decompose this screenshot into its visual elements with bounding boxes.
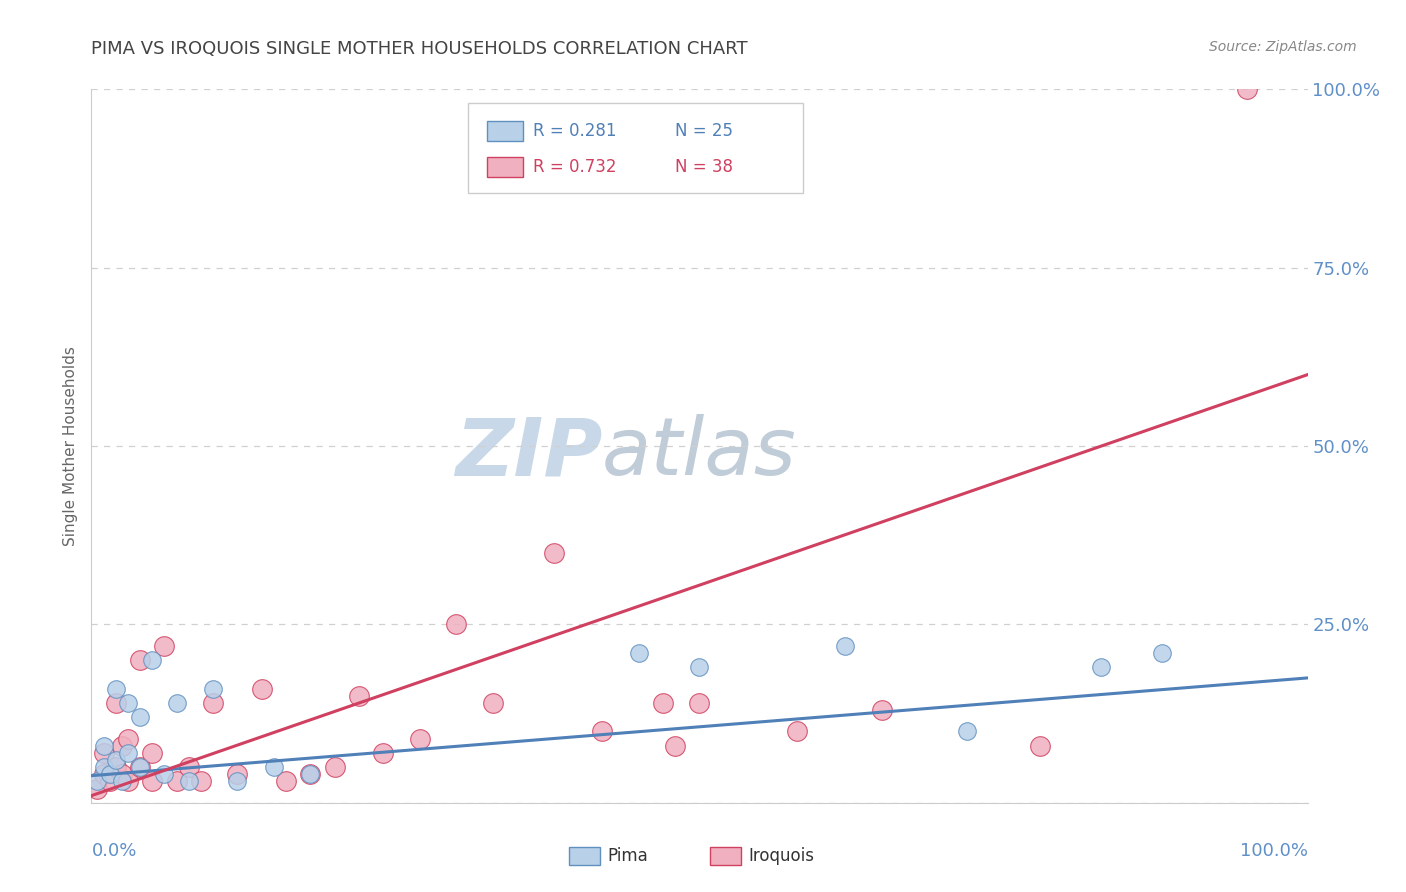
Point — [129, 760, 152, 774]
Point — [627, 646, 650, 660]
Point — [1029, 739, 1052, 753]
Text: R = 0.732: R = 0.732 — [533, 158, 616, 176]
Point — [274, 774, 297, 789]
Point — [111, 767, 134, 781]
Point — [153, 767, 176, 781]
Point — [117, 774, 139, 789]
Point — [202, 696, 225, 710]
Point — [166, 696, 188, 710]
Point — [129, 710, 152, 724]
Point — [129, 653, 152, 667]
Point — [543, 546, 565, 560]
Point — [86, 774, 108, 789]
Point — [141, 774, 163, 789]
Point — [98, 774, 121, 789]
Point — [956, 724, 979, 739]
Point — [444, 617, 467, 632]
Point — [104, 760, 127, 774]
Point — [323, 760, 346, 774]
Text: Iroquois: Iroquois — [748, 847, 814, 865]
Point — [409, 731, 432, 746]
Point — [93, 767, 115, 781]
Point — [93, 746, 115, 760]
Point — [98, 767, 121, 781]
Point — [786, 724, 808, 739]
Point — [688, 660, 710, 674]
Point — [226, 774, 249, 789]
Text: N = 25: N = 25 — [675, 122, 733, 140]
Point — [117, 746, 139, 760]
Text: N = 38: N = 38 — [675, 158, 733, 176]
FancyBboxPatch shape — [486, 121, 523, 141]
Point — [166, 774, 188, 789]
Point — [1150, 646, 1173, 660]
Text: PIMA VS IROQUOIS SINGLE MOTHER HOUSEHOLDS CORRELATION CHART: PIMA VS IROQUOIS SINGLE MOTHER HOUSEHOLD… — [91, 40, 748, 58]
Text: atlas: atlas — [602, 414, 797, 492]
Point — [117, 731, 139, 746]
Point — [347, 689, 370, 703]
Point — [117, 696, 139, 710]
Point — [226, 767, 249, 781]
Point — [870, 703, 893, 717]
Text: ZIP: ZIP — [454, 414, 602, 492]
Text: 0.0%: 0.0% — [91, 842, 136, 860]
Point — [93, 739, 115, 753]
Point — [111, 739, 134, 753]
Point — [263, 760, 285, 774]
Text: R = 0.281: R = 0.281 — [533, 122, 616, 140]
FancyBboxPatch shape — [468, 103, 803, 193]
Point — [141, 653, 163, 667]
Y-axis label: Single Mother Households: Single Mother Households — [63, 346, 79, 546]
Point — [1090, 660, 1112, 674]
Point — [373, 746, 395, 760]
Point — [591, 724, 613, 739]
Point — [652, 696, 675, 710]
Point — [177, 774, 200, 789]
Point — [834, 639, 856, 653]
Point — [688, 696, 710, 710]
Point — [481, 696, 503, 710]
Point — [299, 767, 322, 781]
Point — [153, 639, 176, 653]
Text: Source: ZipAtlas.com: Source: ZipAtlas.com — [1209, 40, 1357, 54]
Point — [111, 774, 134, 789]
Point — [190, 774, 212, 789]
Point — [250, 681, 273, 696]
Point — [86, 781, 108, 796]
Point — [664, 739, 686, 753]
Point — [299, 767, 322, 781]
Text: Pima: Pima — [607, 847, 648, 865]
Point — [141, 746, 163, 760]
Point — [93, 760, 115, 774]
Point — [177, 760, 200, 774]
Point — [129, 760, 152, 774]
Point — [104, 753, 127, 767]
Point — [1236, 82, 1258, 96]
Point — [104, 696, 127, 710]
Text: 100.0%: 100.0% — [1240, 842, 1308, 860]
Point — [202, 681, 225, 696]
Point — [104, 681, 127, 696]
FancyBboxPatch shape — [486, 157, 523, 177]
